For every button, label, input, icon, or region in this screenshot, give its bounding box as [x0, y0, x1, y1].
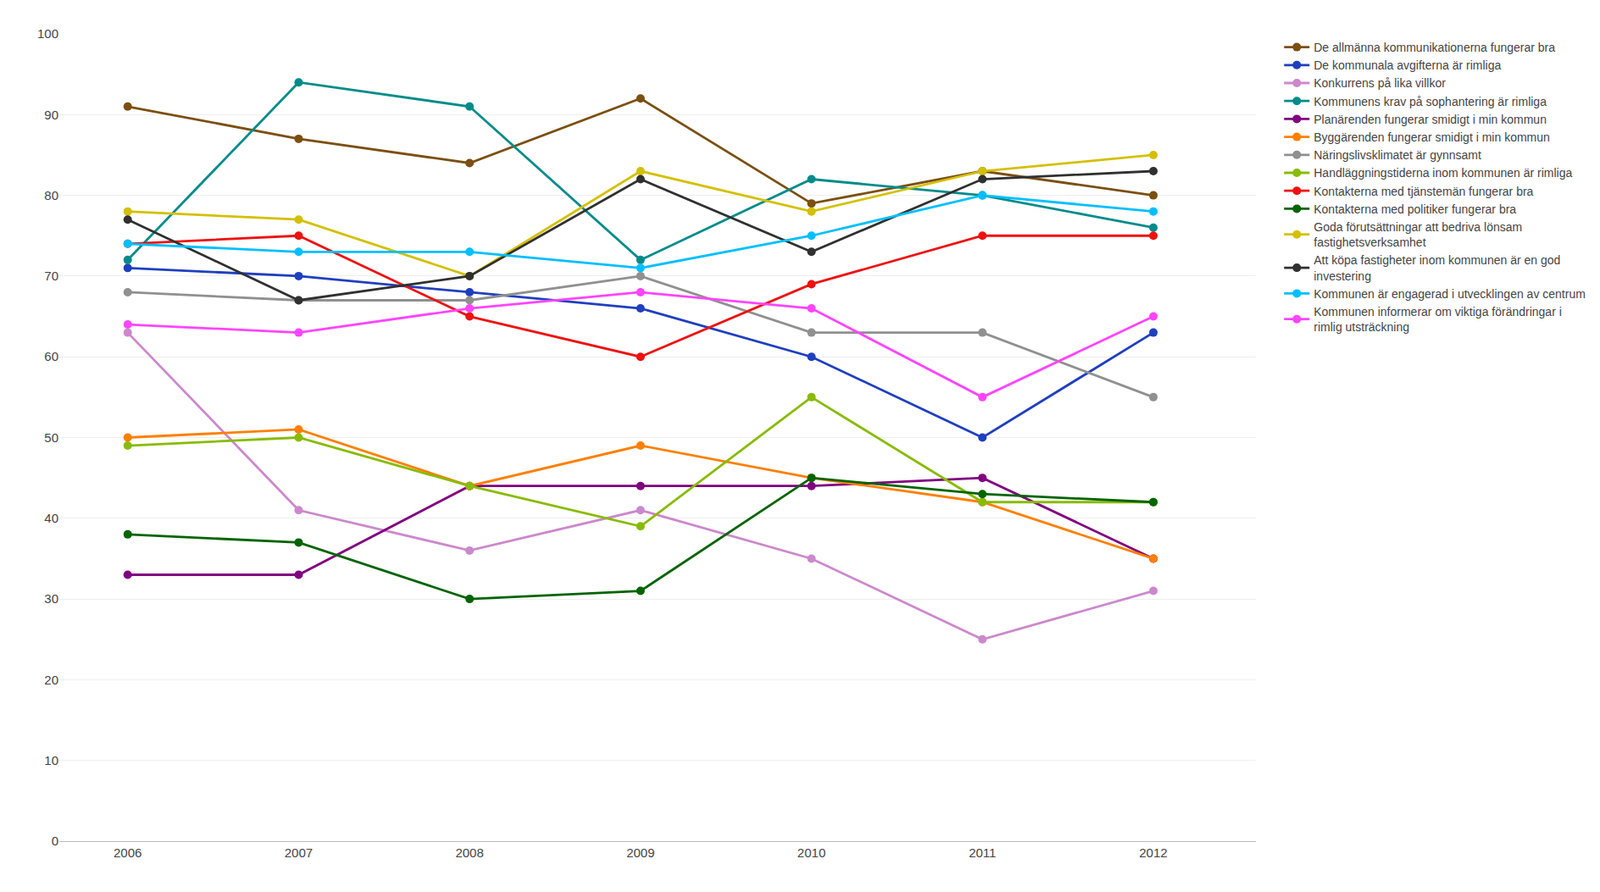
svg-text:60: 60 — [44, 349, 59, 364]
svg-text:0: 0 — [51, 833, 59, 849]
svg-text:Kommunen är engagerad i utveck: Kommunen är engagerad i utvecklingen av … — [1313, 287, 1586, 301]
svg-text:100: 100 — [37, 26, 59, 41]
svg-text:30: 30 — [44, 591, 59, 606]
svg-text:Planärenden fungerar smidigt i: Planärenden fungerar smidigt i min kommu… — [1313, 112, 1547, 127]
svg-text:Näringslivsklimatet är gynnsam: Näringslivsklimatet är gynnsamt — [1313, 148, 1482, 162]
svg-text:20: 20 — [44, 672, 59, 688]
svg-text:Kommunens krav på sophantering: Kommunens krav på sophantering är rimlig… — [1313, 94, 1547, 109]
svg-text:Kontakterna med tjänstemän fun: Kontakterna med tjänstemän fungerar bra — [1313, 184, 1534, 199]
svg-text:70: 70 — [44, 268, 59, 284]
svg-text:2007: 2007 — [284, 845, 313, 861]
svg-text:Att köpa fastigheter inom komm: Att köpa fastigheter inom kommunen är en… — [1313, 253, 1561, 283]
svg-text:Kommunen informerar om viktiga: Kommunen informerar om viktiga förändrin… — [1313, 305, 1562, 334]
svg-text:2008: 2008 — [455, 845, 484, 861]
svg-text:Byggärenden fungerar smidigt i: Byggärenden fungerar smidigt i min kommu… — [1313, 130, 1550, 145]
svg-text:De allmänna kommunikationerna: De allmänna kommunikationerna fungerar b… — [1313, 40, 1556, 55]
svg-text:40: 40 — [44, 511, 59, 526]
svg-text:Handläggningstiderna inom komm: Handläggningstiderna inom kommunen är ri… — [1313, 166, 1573, 180]
svg-text:Konkurrens på lika villkor: Konkurrens på lika villkor — [1313, 76, 1446, 90]
svg-text:2006: 2006 — [113, 845, 142, 861]
svg-text:2012: 2012 — [1138, 845, 1167, 861]
svg-text:De kommunala avgifterna är rim: De kommunala avgifterna är rimliga — [1313, 58, 1501, 73]
svg-text:Kontakterna med politiker fung: Kontakterna med politiker fungerar bra — [1313, 202, 1517, 217]
svg-text:2010: 2010 — [797, 845, 826, 861]
svg-text:90: 90 — [44, 107, 59, 123]
svg-text:2009: 2009 — [626, 845, 655, 861]
svg-text:50: 50 — [44, 430, 59, 445]
svg-text:2011: 2011 — [968, 845, 996, 861]
svg-text:Goda förutsättningar att bedri: Goda förutsättningar att bedriva lönsamf… — [1313, 220, 1523, 250]
svg-text:80: 80 — [44, 188, 59, 203]
svg-text:10: 10 — [44, 753, 59, 768]
